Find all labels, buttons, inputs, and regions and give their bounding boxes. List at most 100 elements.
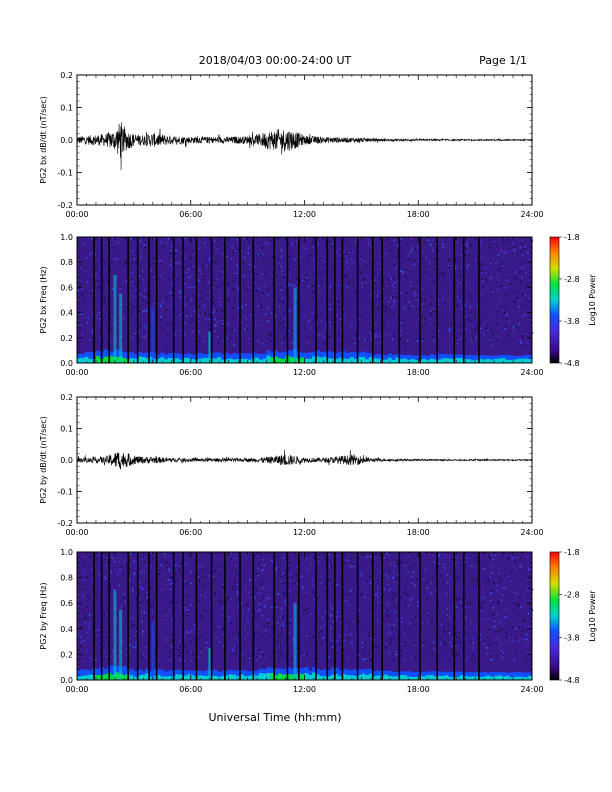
- spectrogram-pixel: [168, 278, 170, 281]
- spectrogram-pixel: [373, 309, 376, 311]
- spectrogram-pixel: [487, 618, 489, 620]
- spectrogram-pixel: [153, 594, 155, 597]
- spectrogram-band-green: [168, 357, 173, 363]
- spectrogram-pixel: [485, 647, 487, 649]
- spectrogram-pixel: [212, 308, 214, 310]
- spectrogram-pixel: [339, 339, 341, 342]
- spectrogram-pixel: [255, 656, 258, 658]
- spectrogram-pixel: [143, 295, 146, 298]
- spectrogram-pixel: [516, 564, 518, 567]
- spectrogram-pixel: [487, 579, 490, 581]
- spectrogram-pixel: [499, 639, 502, 641]
- spectrogram-pixel: [135, 334, 138, 336]
- spectrogram-pixel: [187, 611, 189, 613]
- spectrogram-pixel: [396, 296, 398, 298]
- spectrogram-pixel: [251, 602, 253, 604]
- spectrogram-pixel: [236, 272, 238, 275]
- spectrogram-pixel: [103, 298, 105, 300]
- spectrogram-pixel: [80, 264, 82, 266]
- spectrogram-pixel: [177, 313, 179, 315]
- spectrogram-pixel: [180, 599, 183, 602]
- spectrogram-pixel: [448, 330, 450, 332]
- spectrogram-pixel: [522, 255, 524, 257]
- spectrogram-pixel: [437, 251, 440, 253]
- spectrogram-pixel: [354, 240, 356, 243]
- spectrogram-pixel: [329, 285, 332, 288]
- spectrogram-pixel: [449, 259, 451, 262]
- spectrogram-pixel: [413, 642, 415, 644]
- spectrogram-pixel: [145, 247, 147, 250]
- spectrogram-pixel: [352, 563, 355, 565]
- spectrogram-pixel: [292, 244, 294, 247]
- spectrogram-pixel: [495, 642, 497, 644]
- spectrogram-pixel: [332, 621, 335, 623]
- spectrogram-pixel: [325, 559, 327, 561]
- spectrogram-pixel: [370, 266, 372, 268]
- spectrogram-pixel: [235, 565, 237, 567]
- spectrogram-pixel: [82, 579, 84, 582]
- y-tick-label: 0.8: [60, 258, 73, 267]
- spectrogram-pixel: [408, 604, 410, 607]
- spectrogram-pixel: [343, 660, 346, 662]
- spectrogram-pixel: [490, 658, 492, 660]
- spectrogram-pixel: [504, 306, 507, 308]
- spectrogram-pixel: [165, 297, 167, 300]
- spectrogram-pixel: [171, 629, 174, 632]
- spectrogram-pixel: [512, 627, 514, 629]
- spectrogram-pixel: [279, 572, 281, 574]
- spectrogram-pixel: [255, 590, 258, 592]
- spectrogram-pixel: [386, 552, 388, 555]
- spectrogram-band-green: [456, 358, 461, 363]
- colorbar-tick-label: -4.8: [564, 676, 580, 685]
- spectrogram-pixel: [481, 257, 483, 259]
- spectrogram-pixel: [94, 565, 96, 567]
- spectrogram-pixel: [517, 297, 519, 299]
- spectrogram-pixel: [188, 269, 190, 271]
- spectrogram-pixel: [361, 285, 364, 288]
- spectrogram-band-blue: [164, 354, 169, 363]
- spectrogram-band-blue: [262, 353, 267, 363]
- spectrogram-pixel: [500, 285, 503, 287]
- spectrogram-band-green: [494, 676, 499, 680]
- spectrogram-pixel: [513, 660, 515, 662]
- spectrogram-pixel: [361, 646, 363, 649]
- spectrogram-pixel: [102, 341, 104, 344]
- spectrogram-pixel: [179, 568, 181, 570]
- spectrogram-pixel: [259, 599, 262, 602]
- spectrogram-pixel: [165, 296, 168, 298]
- spectrogram-band-green: [77, 357, 82, 363]
- spectrogram-pixel: [198, 331, 201, 333]
- spectrogram-pixel: [528, 587, 530, 590]
- spectrogram-pixel: [400, 597, 402, 599]
- spectrogram-pixel: [488, 554, 490, 557]
- spectrogram-pixel: [369, 261, 371, 264]
- spectrogram-pixel: [507, 333, 509, 336]
- spectrogram-pixel: [515, 291, 518, 293]
- spectrogram-pixel: [306, 654, 308, 656]
- spectrogram-pixel: [281, 275, 283, 277]
- spectrogram-pixel: [153, 257, 155, 259]
- spectrogram-pixel: [469, 306, 472, 308]
- spectrogram-pixel: [468, 254, 471, 257]
- spectrogram-pixel: [362, 562, 364, 564]
- spectrogram-pixel: [245, 324, 247, 327]
- spectrogram-pixel: [119, 288, 121, 290]
- spectrogram-pixel: [220, 268, 223, 270]
- spectrogram-pixel: [284, 655, 286, 657]
- spectrogram-pixel: [445, 554, 447, 556]
- spectrogram-pixel: [94, 253, 96, 255]
- spectrogram-pixel: [190, 640, 193, 642]
- spectrogram-pixel: [141, 558, 143, 560]
- spectrogram-pixel: [146, 293, 148, 296]
- spectrogram-pixel: [471, 642, 473, 645]
- spectrogram-band-green: [281, 674, 286, 680]
- spectrogram-pixel: [128, 578, 131, 581]
- spectrogram-pixel: [290, 572, 292, 574]
- spectrogram-pixel: [422, 644, 425, 647]
- spectrogram-pixel: [256, 659, 259, 661]
- spectrogram-pixel: [472, 287, 475, 289]
- spectrogram-pixel: [506, 251, 509, 253]
- spectrogram-pixel: [400, 270, 402, 272]
- spectrogram-pixel: [153, 276, 155, 278]
